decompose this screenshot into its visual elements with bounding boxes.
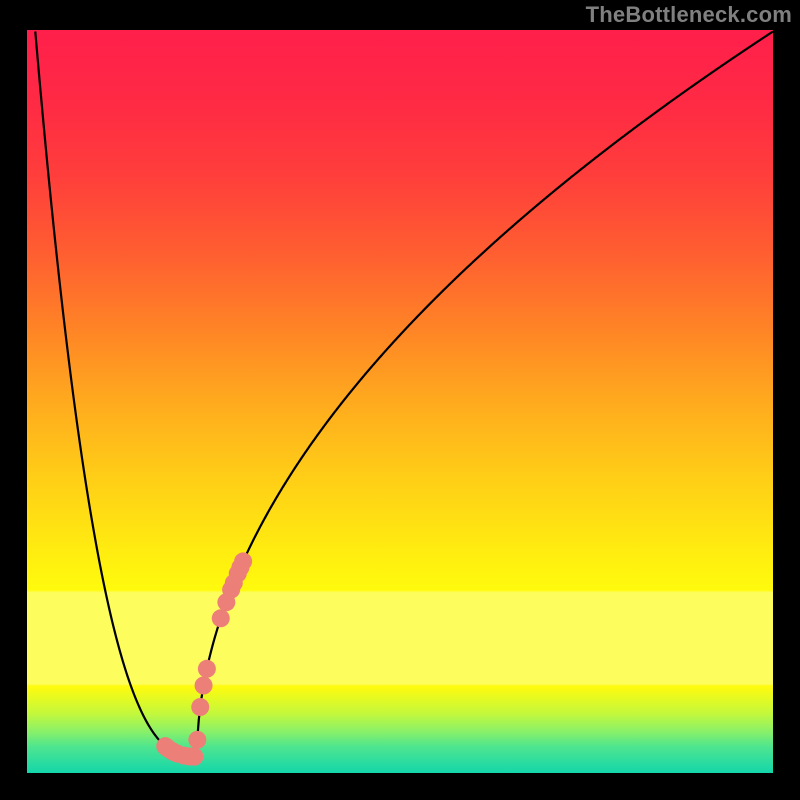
curve-marker <box>195 677 213 695</box>
curve-marker <box>198 660 216 678</box>
bottleneck-chart-svg <box>0 0 800 800</box>
curve-marker <box>185 748 203 766</box>
chart-stage: TheBottleneck.com <box>0 0 800 800</box>
curve-marker <box>212 609 230 627</box>
curve-marker <box>191 698 209 716</box>
curve-marker <box>234 552 252 570</box>
curve-marker <box>188 731 206 749</box>
plot-background <box>27 30 773 773</box>
